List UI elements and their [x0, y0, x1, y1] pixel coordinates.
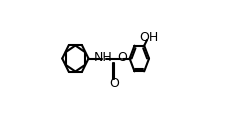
Text: O: O — [117, 51, 127, 64]
Text: NH: NH — [93, 51, 112, 64]
Text: O: O — [109, 77, 119, 90]
Text: OH: OH — [139, 31, 158, 44]
